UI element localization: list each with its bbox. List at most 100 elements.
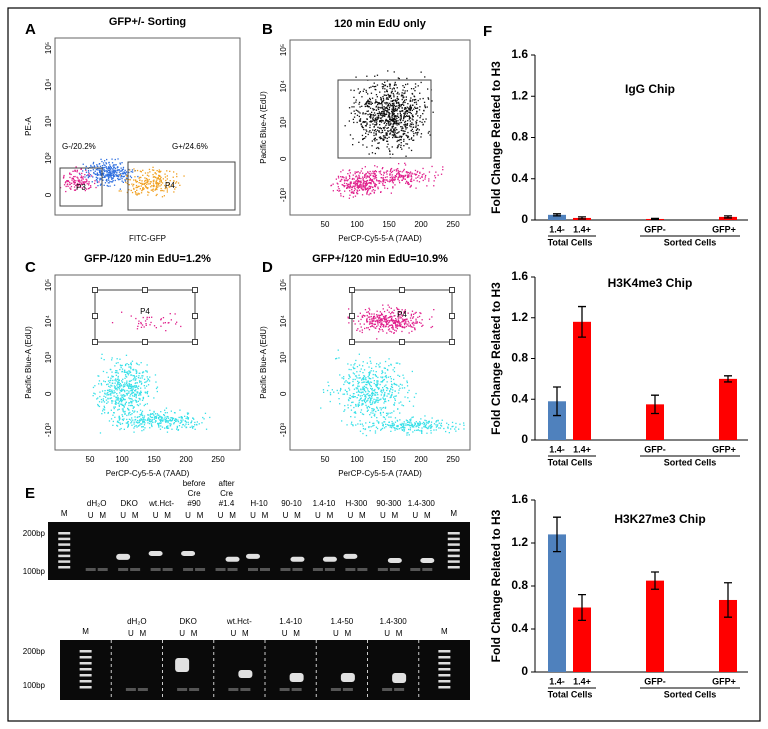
event-dot xyxy=(395,322,396,323)
event-dot xyxy=(139,182,140,183)
y-tick-label: 10³ xyxy=(279,351,288,363)
event-dot xyxy=(134,385,135,386)
event-dot xyxy=(366,125,367,126)
event-dot xyxy=(98,376,99,377)
event-dot xyxy=(380,171,381,172)
event-dot xyxy=(66,186,67,187)
event-dot xyxy=(393,111,394,112)
event-dot xyxy=(327,382,328,383)
event-dot xyxy=(118,179,119,180)
event-dot xyxy=(366,180,367,181)
event-dot xyxy=(380,192,381,193)
event-dot xyxy=(148,419,149,420)
event-dot xyxy=(373,390,374,391)
event-dot xyxy=(419,430,420,431)
event-dot xyxy=(119,172,120,173)
event-dot xyxy=(118,169,119,170)
event-dot xyxy=(360,172,361,173)
event-dot xyxy=(127,384,128,385)
event-dot xyxy=(403,141,404,142)
event-dot xyxy=(382,115,383,116)
event-dot xyxy=(97,174,98,175)
event-dot xyxy=(353,186,354,187)
event-dot xyxy=(450,428,451,429)
event-dot xyxy=(123,386,124,387)
event-dot xyxy=(386,415,387,416)
event-dot xyxy=(368,189,369,190)
event-dot xyxy=(116,175,117,176)
event-dot xyxy=(387,138,388,139)
event-dot xyxy=(126,382,127,383)
event-dot xyxy=(396,363,397,364)
lane-sublabel: U xyxy=(250,511,256,520)
event-dot xyxy=(197,421,198,422)
event-dot xyxy=(387,102,388,103)
event-dot xyxy=(116,372,117,373)
event-dot xyxy=(408,322,409,323)
event-dot xyxy=(139,373,140,374)
event-dot xyxy=(125,374,126,375)
event-dot xyxy=(337,183,338,184)
event-dot xyxy=(411,137,412,138)
event-dot xyxy=(135,383,136,384)
event-dot xyxy=(128,421,129,422)
event-dot xyxy=(370,361,371,362)
event-dot xyxy=(405,176,406,177)
x-tick-label: GFP+ xyxy=(712,676,736,686)
event-dot xyxy=(367,388,368,389)
event-dot xyxy=(382,305,383,306)
event-dot xyxy=(378,109,379,110)
event-dot xyxy=(134,416,135,417)
event-dot xyxy=(143,426,144,427)
event-dot xyxy=(371,323,372,324)
event-dot xyxy=(362,413,363,414)
event-dot xyxy=(94,165,95,166)
event-dot xyxy=(387,120,388,121)
x-tick-label: 1.4- xyxy=(549,676,565,686)
event-dot xyxy=(361,409,362,410)
event-dot xyxy=(100,178,101,179)
event-dot xyxy=(193,426,194,427)
event-dot xyxy=(382,130,383,131)
event-dot xyxy=(137,326,138,327)
event-dot xyxy=(389,181,390,182)
event-dot xyxy=(349,169,350,170)
event-dot xyxy=(111,159,112,160)
event-dot xyxy=(433,429,434,430)
event-dot xyxy=(419,173,420,174)
event-dot xyxy=(345,125,346,126)
event-dot xyxy=(349,376,350,377)
event-dot xyxy=(386,387,387,388)
y-tick-label: 0 xyxy=(521,432,528,446)
event-dot xyxy=(384,317,385,318)
event-dot xyxy=(363,394,364,395)
event-dot xyxy=(117,398,118,399)
event-dot xyxy=(139,399,140,400)
event-dot xyxy=(128,387,129,388)
event-dot xyxy=(396,395,397,396)
event-dot xyxy=(395,135,396,136)
event-dot xyxy=(163,190,164,191)
event-dot xyxy=(363,361,364,362)
event-dot xyxy=(366,123,367,124)
event-dot xyxy=(176,322,177,323)
event-dot xyxy=(124,370,125,371)
event-dot xyxy=(151,423,152,424)
event-dot xyxy=(438,427,439,428)
event-dot xyxy=(128,364,129,365)
event-dot xyxy=(381,132,382,133)
event-dot xyxy=(106,372,107,373)
event-dot xyxy=(351,189,352,190)
event-dot xyxy=(369,173,370,174)
event-dot xyxy=(350,395,351,396)
event-dot xyxy=(122,382,123,383)
event-dot xyxy=(377,130,378,131)
event-dot xyxy=(390,397,391,398)
event-dot xyxy=(95,174,96,175)
event-dot xyxy=(376,363,377,364)
event-dot xyxy=(349,176,350,177)
x-tick-label: 100 xyxy=(350,455,364,464)
event-dot xyxy=(407,397,408,398)
event-dot xyxy=(422,113,423,114)
event-dot xyxy=(388,329,389,330)
